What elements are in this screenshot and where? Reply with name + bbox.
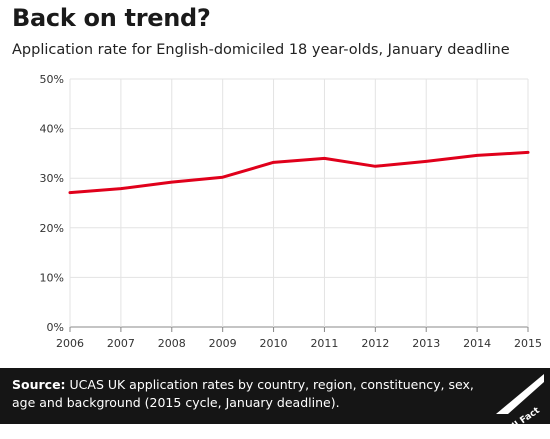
x-tick-label: 2013 [412, 337, 440, 350]
source-label: Source: [12, 377, 66, 392]
y-tick-label: 30% [40, 172, 64, 185]
grid-lines [70, 79, 528, 332]
series-layer [70, 152, 528, 192]
y-tick-label: 10% [40, 271, 64, 284]
source-text: UCAS UK application rates by country, re… [12, 377, 474, 410]
y-tick-label: 0% [47, 321, 64, 334]
source-note: Source: UCAS UK application rates by cou… [12, 376, 482, 412]
x-tick-label: 2008 [158, 337, 186, 350]
x-tick-label: 2014 [463, 337, 491, 350]
x-tick-label: 2007 [107, 337, 135, 350]
x-tick-label: 2015 [514, 337, 542, 350]
y-tick-label: 20% [40, 222, 64, 235]
y-axis-tick-labels: 0% 10% 20% 30% 40% 50% [40, 73, 64, 334]
footer-bar: Source: UCAS UK application rates by cou… [0, 368, 550, 424]
y-tick-label: 50% [40, 73, 64, 86]
x-tick-label: 2006 [56, 337, 84, 350]
y-tick-label: 40% [40, 123, 64, 136]
x-tick-label: 2009 [209, 337, 237, 350]
x-tick-label: 2012 [361, 337, 389, 350]
x-tick-label: 2011 [310, 337, 338, 350]
x-axis-tick-labels: 2006 2007 2008 2009 2010 2011 2012 2013 2014 2015 [56, 337, 542, 350]
x-tick-label: 2010 [260, 337, 288, 350]
series-line [70, 152, 528, 192]
